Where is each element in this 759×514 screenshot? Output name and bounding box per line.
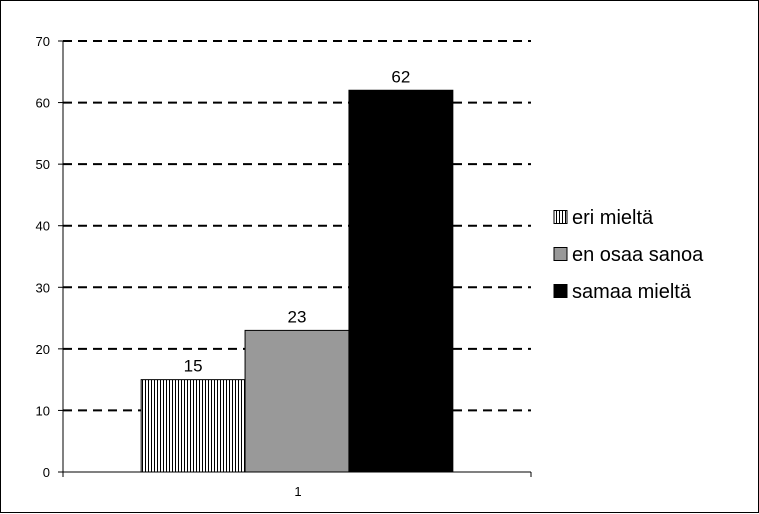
legend-swatch <box>553 284 568 298</box>
x-tick-label: 1 <box>294 484 301 499</box>
y-tick-label: 50 <box>36 157 50 172</box>
y-tick-label: 10 <box>36 403 50 418</box>
y-tick-label: 30 <box>36 280 50 295</box>
legend-label: samaa mieltä <box>572 281 692 303</box>
y-tick-label: 40 <box>36 219 50 234</box>
y-tick-label: 20 <box>36 342 50 357</box>
data-label: 23 <box>288 307 307 326</box>
data-label: 15 <box>184 357 203 376</box>
data-labels: 15 23 62 <box>184 67 411 375</box>
gridlines <box>63 40 531 412</box>
y-tick-label: 0 <box>43 465 50 480</box>
legend-label: eri mieltä <box>572 207 654 229</box>
legend-swatch <box>553 247 568 261</box>
y-tick-label: 70 <box>36 34 50 49</box>
bar-1 <box>140 379 246 473</box>
bar-2 <box>244 329 350 473</box>
legend-swatch <box>553 210 568 224</box>
data-label: 62 <box>391 67 410 86</box>
legend-label: en osaa sanoa <box>572 244 704 266</box>
bars <box>140 89 454 473</box>
legend: eri mieltä en osaa sanoa samaa mieltä <box>553 207 704 303</box>
y-tick-label: 60 <box>36 96 50 111</box>
bar-3 <box>348 89 454 473</box>
